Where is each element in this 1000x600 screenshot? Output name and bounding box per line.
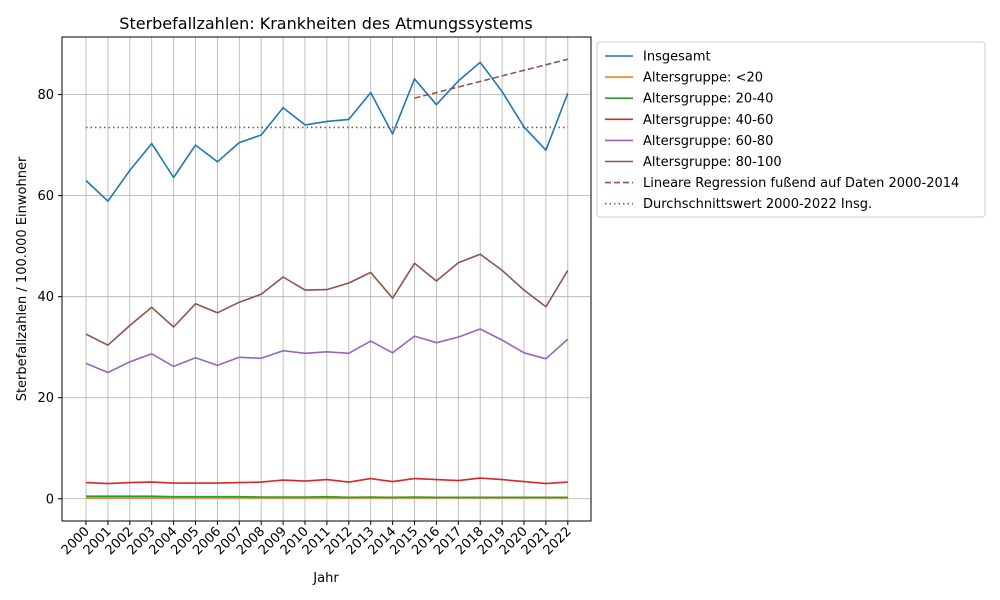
- series-line-2: [86, 495, 568, 499]
- y-tick-label: 40: [37, 290, 54, 305]
- legend-label: Altersgruppe: 60-80: [643, 134, 773, 149]
- grid: [62, 37, 591, 521]
- legend-label: Altersgruppe: <20: [643, 71, 763, 86]
- legend-label: Altersgruppe: 80-100: [643, 155, 782, 170]
- y-axis-title: Sterbefallzahlen / 100.000 Einwohner: [15, 156, 30, 401]
- series-line-3: [85, 477, 568, 485]
- y-tick-label: 0: [46, 492, 54, 507]
- series-line-5: [85, 253, 569, 347]
- legend-label: Insgesamt: [643, 50, 711, 65]
- legend-label: Durchschnittswert 2000-2022 Insg.: [643, 197, 872, 212]
- y-tick-label: 60: [37, 189, 54, 204]
- y-tick-label: 80: [37, 88, 54, 103]
- series-line-4: [85, 328, 569, 374]
- y-tick-label: 20: [37, 391, 54, 406]
- legend-box: [596, 41, 986, 218]
- series-line-0: [85, 61, 569, 202]
- legend-label: Altersgruppe: 20-40: [643, 92, 773, 107]
- series-line-6: [414, 58, 568, 99]
- series-layer: [85, 58, 569, 499]
- legend-label: Altersgruppe: 40-60: [643, 113, 773, 128]
- legend-label: Lineare Regression fußend auf Daten 2000…: [643, 176, 959, 191]
- y-axis: 0 20 40 60 80: [37, 88, 62, 507]
- x-axis-title: Jahr: [312, 571, 339, 586]
- chart-title: Sterbefallzahlen: Krankheiten des Atmung…: [119, 14, 532, 33]
- legend: Insgesamt Altersgruppe: <20 Altersgruppe: …: [596, 41, 986, 218]
